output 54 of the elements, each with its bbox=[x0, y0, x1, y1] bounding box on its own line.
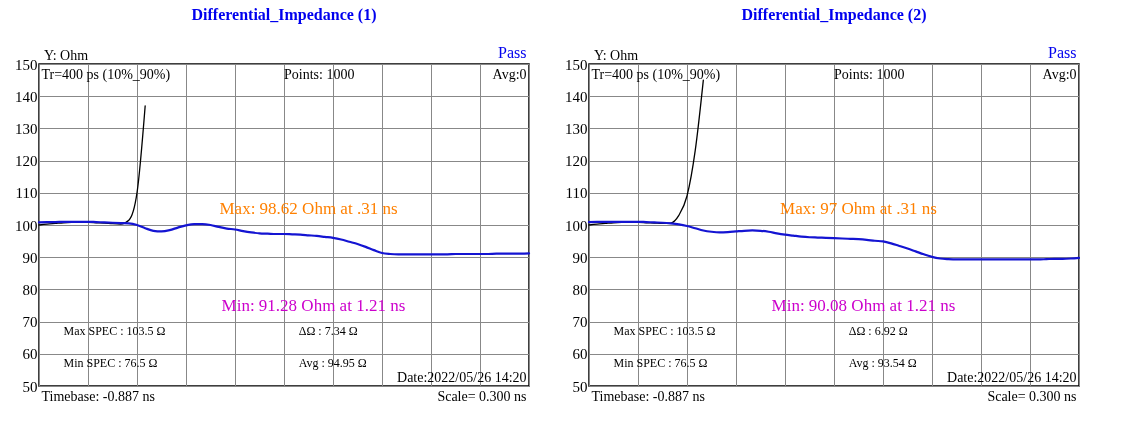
annotation: Date:2022/05/26 14:20 bbox=[397, 369, 527, 385]
annotation: Points: 1000 bbox=[834, 67, 905, 83]
line-series bbox=[587, 220, 1081, 261]
y-tick-label: 100 bbox=[565, 217, 588, 234]
text: Timebase: -0.887 ns bbox=[591, 389, 705, 405]
y-tick-label: 80 bbox=[22, 281, 38, 298]
y-tick-label: 60 bbox=[572, 346, 588, 363]
y-tick-label: 100 bbox=[15, 217, 38, 234]
text: Pass bbox=[498, 43, 527, 61]
y-tick-label: 50 bbox=[22, 378, 38, 395]
annotation: Date:2022/05/26 14:20 bbox=[947, 369, 1077, 385]
text: Timebase: -0.887 ns bbox=[41, 389, 155, 405]
annotation: Min: 91.28 Ohm at 1.21 ns bbox=[221, 295, 406, 315]
text: Pass bbox=[1048, 43, 1077, 61]
annotation: Avg : 94.95 Ω bbox=[298, 356, 367, 371]
text: Y: Ohm bbox=[593, 47, 639, 63]
annotation: Points: 1000 bbox=[284, 67, 355, 83]
y-tick-label: 130 bbox=[565, 120, 588, 137]
annotation: Max: 97 Ohm at .31 ns bbox=[780, 198, 937, 218]
annotation: Max SPEC : 103.5 Ω bbox=[613, 324, 716, 339]
y-tick-label: 80 bbox=[572, 281, 588, 298]
annotation: Min SPEC : 76.5 Ω bbox=[613, 356, 708, 371]
y-tick-label: 120 bbox=[565, 153, 588, 170]
annotation: Tr=400 ps (10%_90%) bbox=[41, 67, 171, 84]
annotation: Max: 98.62 Ohm at .31 ns bbox=[219, 198, 398, 218]
y-tick-label: 110 bbox=[15, 185, 38, 202]
annotation: Tr=400 ps (10%_90%) bbox=[591, 67, 721, 84]
y-tick-label: 150 bbox=[565, 56, 588, 73]
annotation: Avg : 93.54 Ω bbox=[848, 356, 917, 371]
y-tick-label: 140 bbox=[15, 88, 38, 105]
y-tick-label: 70 bbox=[22, 314, 38, 331]
y-tick-label: 50 bbox=[572, 378, 588, 395]
annotation: Avg:0 bbox=[492, 67, 527, 83]
chart-title: Differential_Impedance (2) bbox=[741, 5, 927, 24]
y-tick-label: 150 bbox=[15, 56, 38, 73]
annotation: Min: 90.08 Ohm at 1.21 ns bbox=[771, 295, 956, 315]
y-tick-label: 120 bbox=[15, 153, 38, 170]
annotation: ΔΩ : 6.92 Ω bbox=[848, 324, 908, 339]
text: Scale= 0.300 ns bbox=[437, 389, 527, 405]
y-tick-label: 110 bbox=[565, 185, 588, 202]
annotation: Max SPEC : 103.5 Ω bbox=[63, 324, 166, 339]
y-tick-label: 90 bbox=[22, 249, 38, 266]
y-tick-label: 140 bbox=[565, 88, 588, 105]
text: Scale= 0.300 ns bbox=[987, 389, 1077, 405]
annotation: Min SPEC : 76.5 Ω bbox=[63, 356, 158, 371]
annotation: Avg:0 bbox=[1042, 67, 1077, 83]
chart-title: Differential_Impedance (1) bbox=[191, 5, 377, 24]
y-tick-label: 130 bbox=[15, 120, 38, 137]
y-tick-label: 60 bbox=[22, 346, 38, 363]
y-tick-label: 90 bbox=[572, 249, 588, 266]
line-series bbox=[37, 220, 531, 256]
y-tick-label: 70 bbox=[572, 314, 588, 331]
annotation: ΔΩ : 7.34 Ω bbox=[298, 324, 358, 339]
text: Y: Ohm bbox=[43, 47, 89, 63]
